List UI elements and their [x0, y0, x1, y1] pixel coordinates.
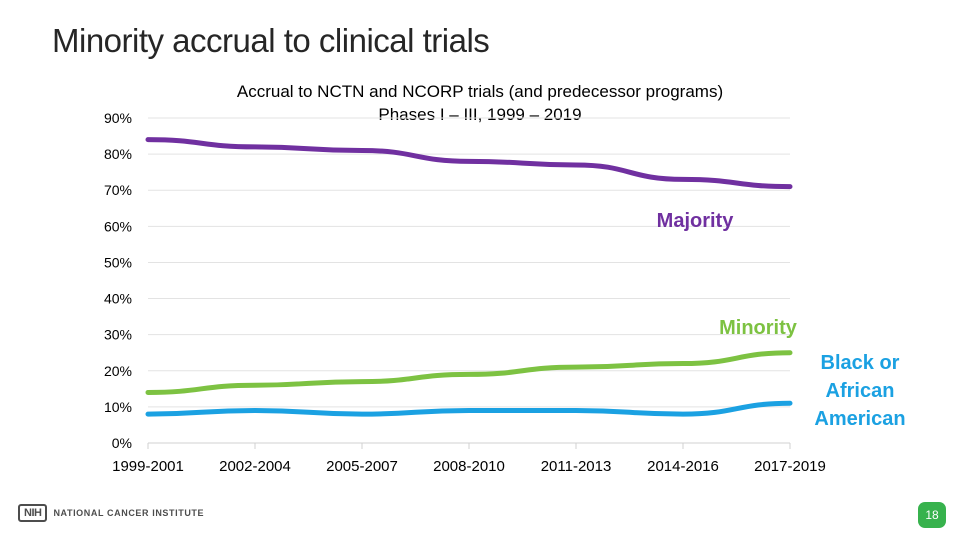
nci-logo: NIH NATIONAL CANCER INSTITUTE: [18, 504, 204, 522]
y-tick-label: 0%: [112, 435, 132, 451]
chart-title-line-2: Phases I – III, 1999 – 2019: [378, 105, 582, 124]
series-label-0: Majority: [657, 210, 735, 232]
series-line-2: [145, 400, 793, 417]
page-number-badge: 18: [918, 502, 946, 528]
data-point: [147, 413, 149, 415]
data-point: [682, 363, 684, 365]
data-point: [789, 402, 791, 404]
data-point: [254, 384, 256, 386]
y-tick-label: 90%: [104, 110, 132, 126]
data-point: [575, 410, 577, 411]
data-point: [147, 391, 149, 393]
data-point: [575, 164, 577, 166]
data-point: [682, 413, 684, 415]
y-tick-label: 10%: [104, 399, 132, 415]
nih-mark: NIH: [18, 504, 48, 522]
data-point: [361, 150, 363, 151]
y-tick-label: 20%: [104, 363, 132, 379]
data-point: [789, 186, 791, 188]
series-label-1: Minority: [719, 317, 798, 339]
data-point: [361, 381, 363, 383]
data-point: [361, 413, 363, 415]
y-tick-label: 50%: [104, 254, 132, 270]
chart-title: Accrual to NCTN and NCORP trials (and pr…: [130, 80, 830, 126]
data-point: [682, 178, 684, 180]
series-line-0: [145, 137, 793, 190]
x-tick-label: 2017-2019: [754, 458, 826, 475]
data-point: [789, 352, 791, 354]
slide-title: Minority accrual to clinical trials: [52, 22, 490, 59]
data-point: [468, 160, 470, 162]
data-point: [468, 410, 470, 411]
institute-name: NATIONAL CANCER INSTITUTE: [53, 508, 205, 518]
x-tick-label: 2005-2007: [326, 458, 398, 475]
x-tick-label: 2002-2004: [219, 458, 291, 475]
data-point: [254, 410, 256, 411]
x-tick-label: 1999-2001: [112, 458, 184, 475]
x-tick-label: 2008-2010: [433, 458, 505, 475]
data-point: [254, 146, 256, 148]
y-tick-label: 70%: [104, 182, 132, 198]
y-tick-label: 40%: [104, 291, 132, 307]
x-tick-label: 2014-2016: [647, 458, 719, 475]
y-tick-label: 30%: [104, 327, 132, 343]
data-point: [468, 373, 470, 375]
series-label-2: Black or African American: [814, 352, 905, 430]
series-line-1: [145, 350, 793, 395]
chart-title-line-1: Accrual to NCTN and NCORP trials (and pr…: [236, 82, 724, 101]
x-tick-label: 2011-2013: [541, 458, 612, 475]
y-tick-label: 80%: [104, 146, 132, 162]
data-point: [147, 139, 149, 141]
y-tick-label: 60%: [104, 218, 132, 234]
data-point: [575, 366, 577, 368]
